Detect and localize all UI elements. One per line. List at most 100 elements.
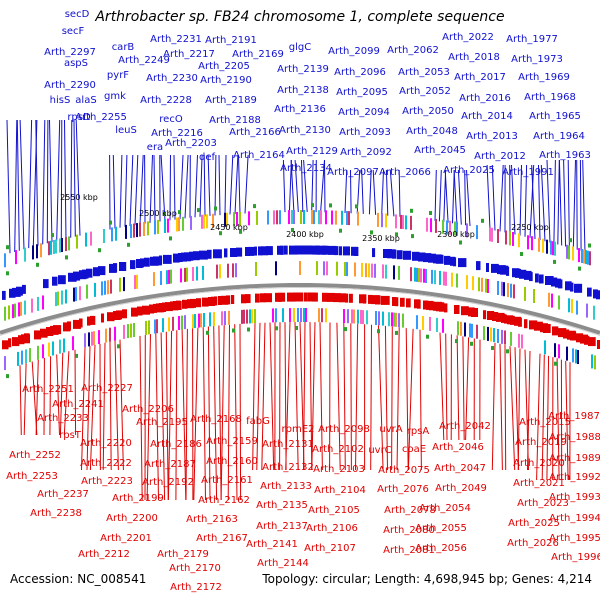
cog-block-reverse [172, 316, 174, 331]
cog-block-reverse [504, 330, 506, 345]
reverse-connector [220, 325, 225, 501]
cog-block-forward-inner [79, 286, 81, 301]
forward-gene-label: secD [65, 9, 90, 20]
cog-block-reverse [521, 334, 523, 349]
cog-block-forward-inner [371, 263, 373, 278]
reverse-gene-label: Arth_2135 [256, 500, 308, 511]
forward-gene [199, 250, 208, 260]
reverse-connector [193, 327, 199, 501]
cog-block-reverse [272, 308, 274, 323]
mid-tick [339, 228, 342, 233]
reverse-gene-label: Arth_2046 [432, 442, 484, 453]
mid-tick [169, 236, 172, 241]
reverse-gene [563, 329, 570, 339]
forward-gene [189, 251, 194, 261]
reverse-gene-label: Arth_2098 [318, 424, 370, 435]
reverse-gene-label: Arth_1992 [549, 472, 600, 483]
cog-block-forward-inner [4, 306, 6, 321]
cog-block-reverse [490, 327, 492, 342]
forward-connector [244, 154, 249, 214]
cog-block-reverse [442, 318, 444, 333]
cog-block-forward-inner [393, 265, 395, 280]
reverse-gene [131, 307, 138, 317]
cog-block-forward [554, 241, 556, 256]
reverse-gene [392, 297, 396, 306]
accession-text: Accession: NC_008541 [10, 572, 147, 586]
cog-block-forward [348, 211, 350, 226]
forward-connector [524, 164, 528, 237]
forward-gene-label: pyrF [107, 70, 129, 81]
cog-block-reverse [29, 348, 31, 363]
forward-gene [43, 279, 49, 289]
reverse-gene [190, 298, 196, 308]
cog-block-forward [201, 214, 203, 229]
forward-connector [282, 159, 286, 213]
forward-gene-label: Arth_1991 [502, 167, 554, 178]
reverse-gene-label: Arth_2132 [262, 462, 314, 473]
reverse-connector [504, 344, 507, 471]
forward-connector [160, 154, 166, 221]
forward-connector [324, 159, 326, 213]
cog-block-forward [476, 225, 478, 240]
mid-tick [520, 252, 523, 256]
forward-gene-label: Arth_2230 [146, 73, 198, 84]
inner-tick [554, 361, 557, 366]
forward-gene [506, 266, 510, 276]
forward-connector [46, 119, 49, 244]
forward-gene [144, 257, 150, 267]
mid-tick [578, 266, 581, 271]
cog-block-forward [395, 214, 397, 229]
cog-block-forward [147, 221, 149, 236]
cog-block-reverse [93, 331, 95, 346]
cog-block-forward-inner [568, 298, 570, 313]
cog-block-reverse [566, 346, 568, 361]
cog-block-forward [505, 230, 507, 245]
forward-connector [60, 119, 63, 240]
cog-block-reverse [209, 312, 211, 327]
reverse-gene-label: Arth_2192 [142, 477, 194, 488]
cog-block-reverse [25, 349, 27, 364]
reverse-gene-label: Arth_1989 [549, 453, 600, 464]
cog-block-forward-inner [180, 268, 182, 283]
cog-block-forward-inner [416, 267, 418, 282]
forward-gene-label: Arth_2018 [448, 52, 500, 63]
cog-block-reverse [246, 309, 248, 324]
reverse-connector [167, 330, 173, 501]
cog-block-forward-inner [235, 263, 237, 278]
forward-gene [535, 273, 539, 283]
cog-block-forward [226, 212, 228, 227]
cog-block-forward [454, 221, 456, 236]
genome-summary-text: Topology: circular; Length: 4,698,945 bp… [262, 572, 592, 586]
cog-block-forward-inner [42, 295, 44, 310]
forward-gene [280, 245, 284, 255]
reverse-gene [153, 303, 157, 313]
cog-block-forward-inner [37, 296, 39, 311]
cog-block-forward [111, 227, 113, 242]
reverse-gene-label: rpsT [59, 430, 82, 441]
reverse-connector [405, 328, 409, 471]
forward-gene-label: Arth_2053 [398, 67, 450, 78]
reverse-gene-label: Arth_2103 [313, 464, 365, 475]
forward-gene [207, 249, 212, 259]
cog-block-forward-inner [119, 277, 121, 292]
cog-block-forward [303, 210, 305, 224]
forward-connector [553, 159, 556, 244]
reverse-gene-label: Arth_2076 [377, 484, 429, 495]
forward-connector [579, 159, 582, 251]
forward-connector [531, 164, 536, 240]
forward-gene-label: Arth_2205 [198, 61, 250, 72]
cog-block-reverse [154, 319, 156, 334]
forward-gene [236, 247, 243, 257]
forward-gene-label: recO [159, 114, 183, 125]
forward-connector [203, 154, 206, 217]
cog-block-reverse [305, 308, 307, 322]
forward-connector [538, 164, 541, 241]
forward-gene [130, 260, 136, 270]
cog-block-forward [572, 246, 574, 261]
reverse-gene [287, 292, 291, 302]
reverse-gene [87, 316, 91, 326]
forward-gene [423, 253, 432, 263]
cog-block-forward [130, 224, 132, 239]
forward-connector [563, 159, 567, 247]
reverse-gene [46, 327, 54, 336]
